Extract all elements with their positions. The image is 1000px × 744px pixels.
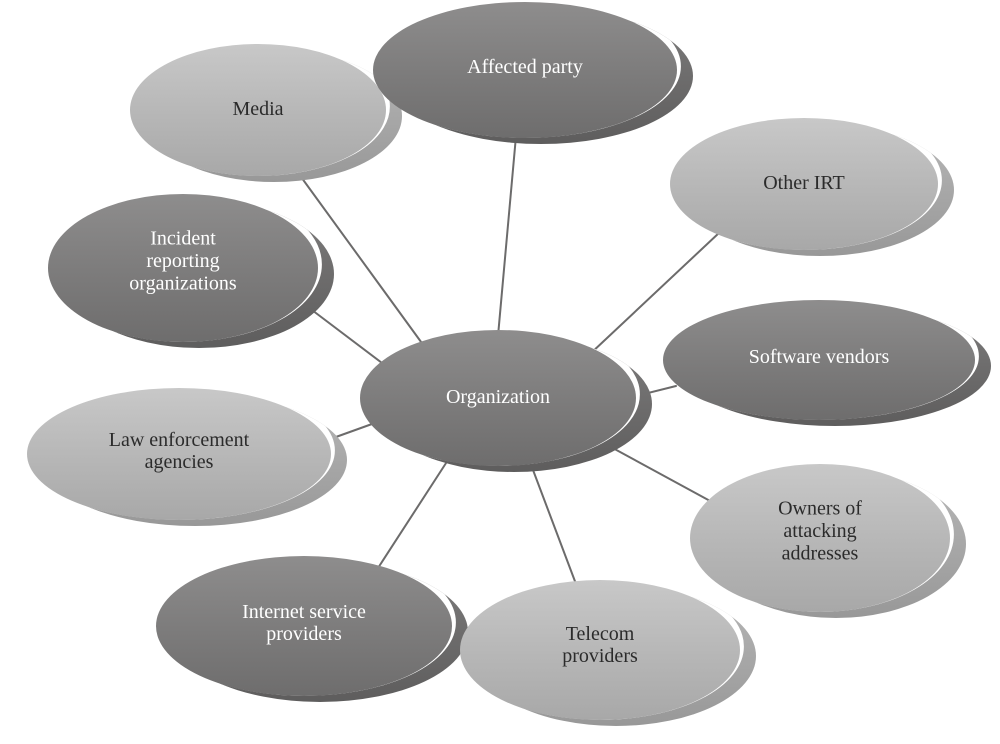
connector-affected (498, 136, 516, 336)
node-label-telecom: Telecomproviders (562, 622, 638, 666)
connector-isp (378, 460, 448, 568)
node-label-software_vend: Software vendors (749, 346, 890, 368)
node-other_irt: Other IRT (670, 114, 954, 256)
node-telecom: Telecomproviders (460, 576, 756, 726)
node-affected: Affected party (373, 0, 693, 144)
connector-telecom (530, 462, 576, 584)
node-label-other_irt: Other IRT (763, 172, 845, 194)
node-isp: Internet serviceproviders (156, 552, 468, 702)
center-label: Organization (446, 386, 550, 408)
diagram-svg: Media Affected party Other IRT Incidentrepo… (0, 0, 1000, 744)
node-incident_rep: Incidentreportingorganizations (48, 190, 334, 348)
node-software_vend: Software vendors (663, 296, 991, 426)
diagram-canvas: Media Affected party Other IRT Incidentrepo… (0, 0, 1000, 744)
node-law_enf: Law enforcementagencies (27, 384, 347, 526)
node-label-affected: Affected party (467, 56, 583, 78)
node-label-owners_atk: Owners ofattackingaddresses (778, 497, 862, 564)
center-node: Organization (360, 326, 652, 472)
connector-incident_rep (304, 304, 386, 366)
node-media: Media (130, 40, 402, 182)
node-label-media: Media (232, 98, 283, 120)
node-owners_atk: Owners ofattackingaddresses (690, 460, 966, 618)
